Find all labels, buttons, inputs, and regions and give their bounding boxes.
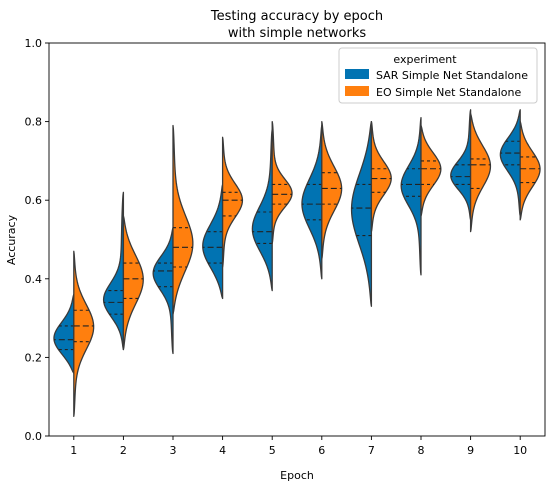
x-tick-label: 3: [170, 444, 177, 457]
x-axis-label: Epoch: [280, 469, 314, 482]
legend-box: [338, 47, 538, 104]
violin-half: [301, 124, 323, 280]
y-tick-label: 0.0: [25, 430, 43, 443]
legend: experiment SAR Simple Net Standalone EO …: [338, 47, 538, 104]
violin-half: [102, 191, 125, 351]
x-tick-label: 5: [269, 444, 276, 457]
x-tick-label: 6: [318, 444, 325, 457]
violin-half: [152, 227, 174, 355]
violin-half: [122, 215, 144, 351]
violin-half: [73, 250, 95, 417]
x-tick-label: 8: [418, 444, 425, 457]
violin-half: [221, 136, 244, 268]
x-tick-label: 7: [368, 444, 375, 457]
violin-half: [420, 124, 442, 217]
x-tick-label: 1: [70, 444, 77, 457]
violin-half: [350, 120, 373, 307]
violin-half: [53, 293, 75, 374]
chart-title-line-2: with simple networks: [228, 26, 367, 41]
violin-half: [370, 120, 392, 233]
violin-half: [321, 120, 343, 260]
legend-swatch-sar: [345, 69, 369, 79]
x-tick-label: 4: [219, 444, 226, 457]
violin-half: [400, 117, 422, 276]
y-tick-label: 0.6: [25, 194, 43, 207]
violin-half: [519, 120, 541, 221]
violin-half: [251, 128, 273, 292]
violin-half: [499, 109, 521, 217]
chart-title-line-1: Testing accuracy by epoch: [210, 9, 383, 24]
y-axis: 0.0 0.2 0.4 0.6 0.8 1.0: [25, 37, 49, 443]
y-tick-label: 0.4: [25, 273, 43, 286]
plot-frame: [48, 42, 546, 437]
x-tick-label: 9: [467, 444, 474, 457]
violin-half: [202, 183, 224, 300]
x-tick-label: 2: [120, 444, 127, 457]
y-tick-label: 0.2: [25, 351, 43, 364]
violin-half: [172, 124, 194, 315]
x-axis: 1 2 3 4 5 6 7 8 9 10: [70, 436, 527, 457]
legend-label-sar: SAR Simple Net Standalone: [376, 69, 528, 82]
legend-label-eo: EO Simple Net Standalone: [376, 86, 521, 99]
violin-half: [469, 113, 492, 233]
legend-title: experiment: [393, 53, 457, 66]
x-tick-label: 10: [513, 444, 527, 457]
legend-swatch-eo: [345, 86, 369, 96]
y-axis-label: Accuracy: [5, 214, 18, 265]
y-tick-label: 1.0: [25, 37, 43, 50]
violin-half: [271, 120, 293, 245]
violins-layer: [53, 109, 541, 417]
y-tick-label: 0.8: [25, 116, 43, 129]
violin-half: [450, 109, 472, 221]
